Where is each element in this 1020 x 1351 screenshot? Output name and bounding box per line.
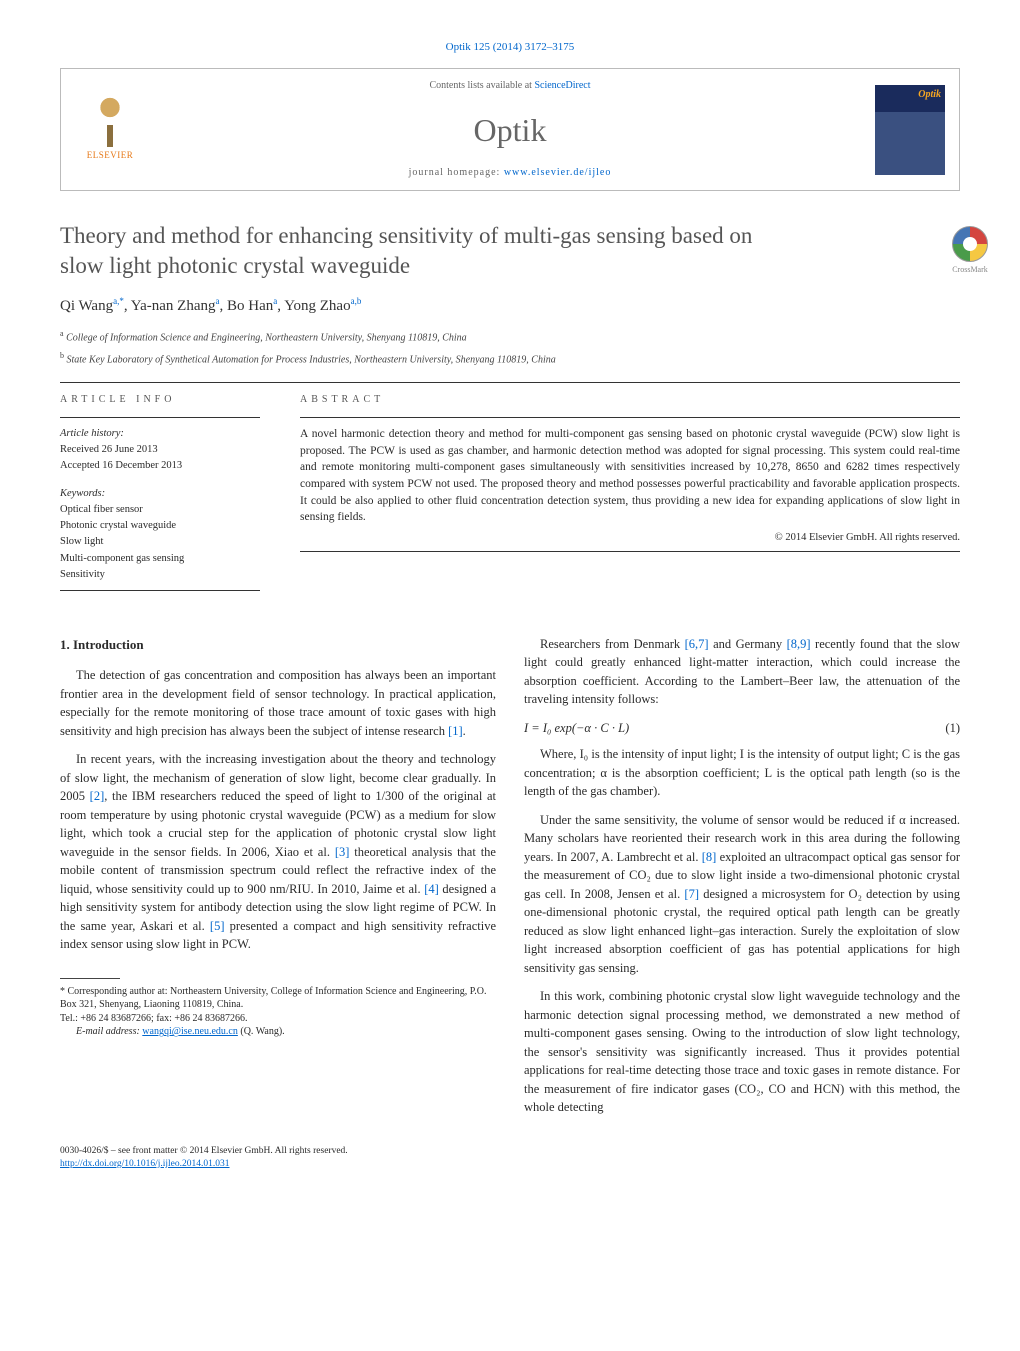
citation-ref[interactable]: [8,9] xyxy=(787,637,811,651)
crossmark-badge[interactable]: CrossMark xyxy=(935,226,1005,276)
keyword-item: Photonic crystal waveguide xyxy=(60,518,260,533)
history-label: Article history: xyxy=(60,426,260,441)
authors-line: Qi Wanga,*, Ya-nan Zhanga, Bo Hana, Yong… xyxy=(60,295,960,318)
abstract-column: ABSTRACT A novel harmonic detection theo… xyxy=(300,393,960,599)
article-info-column: ARTICLE INFO Article history: Received 2… xyxy=(60,393,260,599)
equation-1: I = I₀ exp(−α · C · L) (1) xyxy=(524,719,960,738)
crossmark-icon xyxy=(952,226,988,262)
bottom-copyright-block: 0030-4026/$ – see front matter © 2014 El… xyxy=(60,1145,960,1171)
issn-line: 0030-4026/$ – see front matter © 2014 El… xyxy=(60,1145,960,1158)
citation-ref[interactable]: [4] xyxy=(424,882,439,896)
body-columns: 1. Introduction The detection of gas con… xyxy=(60,635,960,1127)
body-paragraph: The detection of gas concentration and c… xyxy=(60,666,496,740)
homepage-link[interactable]: www.elsevier.de/ijleo xyxy=(504,167,612,178)
crossmark-label: CrossMark xyxy=(935,264,1005,276)
article-info-label: ARTICLE INFO xyxy=(60,393,260,408)
keyword-item: Slow light xyxy=(60,534,260,549)
top-citation: Optik 125 (2014) 3172–3175 xyxy=(60,40,960,56)
equation-body: I = I₀ exp(−α · C · L) xyxy=(524,719,629,738)
citation-ref[interactable]: [5] xyxy=(210,919,225,933)
footnote-corresponding: * Corresponding author at: Northeastern … xyxy=(60,986,486,1011)
keywords-label: Keywords: xyxy=(60,486,260,501)
abstract-rule-bottom xyxy=(300,551,960,552)
info-rule-bottom xyxy=(60,590,260,591)
info-rule xyxy=(60,417,260,418)
body-paragraph: Researchers from Denmark [6,7] and Germa… xyxy=(524,635,960,709)
email-link[interactable]: wangqi@ise.neu.edu.cn xyxy=(142,1026,238,1037)
body-paragraph: Where, I₀ is the intensity of input ligh… xyxy=(524,745,960,801)
citation-ref[interactable]: [2] xyxy=(90,789,105,803)
email-label: E-mail address: xyxy=(76,1026,142,1037)
abstract-copyright: © 2014 Elsevier GmbH. All rights reserve… xyxy=(300,530,960,545)
body-col-2: Researchers from Denmark [6,7] and Germa… xyxy=(524,635,960,1127)
journal-homepage-line: journal homepage: www.elsevier.de/ijleo xyxy=(145,166,875,181)
cover-title: Optik xyxy=(875,85,945,103)
keyword-item: Sensitivity xyxy=(60,567,260,582)
elsevier-label: ELSEVIER xyxy=(87,149,134,162)
abstract-label: ABSTRACT xyxy=(300,393,960,408)
journal-header: ELSEVIER Contents lists available at Sci… xyxy=(60,68,960,191)
journal-name: Optik xyxy=(145,107,875,153)
journal-cover-thumbnail: Optik xyxy=(875,85,945,175)
article-title: Theory and method for enhancing sensitiv… xyxy=(60,221,780,281)
abstract-text: A novel harmonic detection theory and me… xyxy=(300,426,960,526)
doi-link[interactable]: http://dx.doi.org/10.1016/j.ijleo.2014.0… xyxy=(60,1159,230,1169)
body-paragraph: Under the same sensitivity, the volume o… xyxy=(524,811,960,978)
citation-ref[interactable]: [7] xyxy=(684,887,699,901)
homepage-prefix: journal homepage: xyxy=(409,167,504,178)
body-col-1: 1. Introduction The detection of gas con… xyxy=(60,635,496,1127)
body-paragraph: In this work, combining photonic crystal… xyxy=(524,987,960,1117)
rule-top xyxy=(60,382,960,383)
contents-prefix: Contents lists available at xyxy=(429,80,534,91)
footnote-tel: Tel.: +86 24 83687266; fax: +86 24 83687… xyxy=(60,1013,248,1024)
citation-ref[interactable]: [8] xyxy=(702,850,717,864)
citation-ref[interactable]: [6,7] xyxy=(685,637,709,651)
contents-available-line: Contents lists available at ScienceDirec… xyxy=(145,79,875,94)
affiliation: a College of Information Science and Eng… xyxy=(60,328,960,346)
received-date: Received 26 June 2013 xyxy=(60,442,260,457)
abstract-rule xyxy=(300,417,960,418)
section-heading-intro: 1. Introduction xyxy=(60,635,496,654)
equation-number: (1) xyxy=(945,719,960,738)
keyword-item: Multi-component gas sensing xyxy=(60,551,260,566)
elsevier-tree-icon xyxy=(85,97,135,147)
elsevier-logo: ELSEVIER xyxy=(75,95,145,165)
citation-ref[interactable]: [1] xyxy=(448,724,463,738)
keyword-item: Optical fiber sensor xyxy=(60,502,260,517)
sciencedirect-link[interactable]: ScienceDirect xyxy=(534,80,590,91)
body-paragraph: In recent years, with the increasing inv… xyxy=(60,750,496,954)
corresponding-author-footnote: * Corresponding author at: Northeastern … xyxy=(60,985,496,1039)
affiliation: b State Key Laboratory of Synthetical Au… xyxy=(60,350,960,368)
email-suffix: (Q. Wang). xyxy=(238,1026,285,1037)
footnote-rule xyxy=(60,978,120,979)
citation-ref[interactable]: [3] xyxy=(335,845,350,859)
info-abstract-row: ARTICLE INFO Article history: Received 2… xyxy=(60,393,960,599)
accepted-date: Accepted 16 December 2013 xyxy=(60,458,260,473)
